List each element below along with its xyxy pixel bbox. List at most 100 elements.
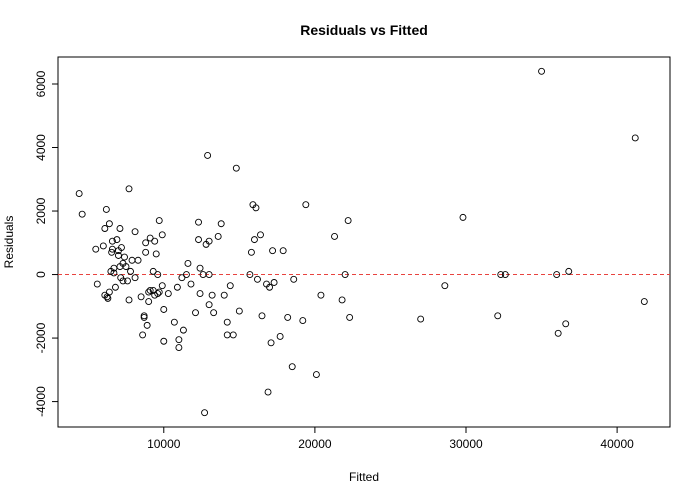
data-point: [113, 236, 121, 244]
data-point: [494, 312, 502, 320]
chart-title: Residuals vs Fitted: [300, 22, 428, 38]
data-point: [170, 318, 178, 326]
data-point: [102, 205, 110, 213]
plot-area-frame: [57, 56, 671, 428]
data-point: [118, 244, 125, 252]
data-point: [105, 220, 113, 228]
x-tick-label: 10000: [147, 437, 181, 451]
data-point: [155, 217, 163, 225]
data-point: [110, 269, 118, 277]
data-point: [111, 283, 119, 291]
y-tick-label: 6000: [34, 70, 48, 97]
data-point: [192, 309, 199, 317]
data-point: [565, 267, 573, 275]
data-point: [232, 164, 240, 172]
data-point: [116, 225, 124, 232]
data-point: [178, 274, 186, 282]
data-point: [195, 218, 202, 226]
data-point: [158, 282, 166, 290]
data-point: [154, 290, 162, 298]
data-point: [108, 248, 116, 256]
data-point: [341, 271, 349, 279]
data-point: [131, 274, 139, 282]
y-tick-label: 4000: [34, 134, 48, 161]
data-point: [127, 267, 134, 275]
y-axis-label: Residuals: [2, 216, 16, 269]
data-point: [223, 331, 231, 339]
data-point: [554, 329, 562, 337]
data-point: [205, 237, 213, 245]
data-point: [210, 309, 218, 317]
data-point: [78, 210, 86, 218]
data-point: [152, 250, 160, 258]
data-point: [226, 282, 234, 290]
x-tick-label: 20000: [298, 437, 332, 451]
data-point: [205, 271, 213, 279]
data-point: [640, 298, 648, 305]
data-point: [553, 271, 561, 279]
data-point: [250, 236, 258, 244]
data-point: [195, 236, 202, 244]
data-point: [223, 318, 231, 326]
data-point: [302, 201, 310, 209]
data-point: [151, 237, 159, 245]
data-point: [146, 286, 154, 294]
data-point: [257, 231, 264, 239]
y-tick-label: 2000: [34, 197, 48, 224]
y-axis: -4000 -2000 0 2000 4000 6000: [34, 70, 58, 417]
data-point: [75, 190, 83, 198]
data-point: [312, 371, 320, 379]
y-tick-label: -2000: [34, 322, 48, 353]
data-point: [128, 256, 136, 264]
data-point: [267, 339, 275, 347]
data-point: [164, 290, 172, 298]
data-point: [137, 293, 145, 301]
data-point: [235, 307, 243, 315]
data-point: [125, 185, 133, 193]
data-point: [125, 296, 133, 304]
data-point: [220, 291, 228, 299]
data-point: [155, 288, 163, 296]
data-point: [205, 301, 213, 309]
y-tick-label: 0: [34, 271, 48, 278]
data-point: [497, 271, 505, 279]
data-point: [146, 234, 154, 242]
data-point: [184, 259, 192, 267]
data-point: [92, 245, 100, 253]
data-point: [204, 152, 212, 159]
data-point: [93, 280, 101, 288]
data-point: [158, 231, 166, 239]
data-point: [122, 263, 130, 271]
data-point: [299, 317, 307, 325]
x-axis: 10000 20000 30000 40000: [147, 427, 634, 451]
data-point: [338, 296, 346, 304]
data-point: [101, 225, 109, 232]
data-points: [75, 67, 648, 417]
data-point: [182, 271, 190, 279]
data-point: [175, 344, 183, 352]
data-point: [173, 283, 181, 291]
data-point: [145, 298, 153, 305]
data-point: [217, 220, 225, 228]
data-point: [134, 256, 142, 264]
data-point: [562, 320, 570, 328]
data-point: [441, 282, 449, 290]
data-point: [247, 248, 255, 256]
data-point: [214, 232, 222, 240]
data-point: [276, 333, 284, 340]
data-point: [154, 271, 162, 279]
data-point: [201, 409, 209, 417]
data-point: [119, 277, 127, 285]
y-tick-label: -4000: [34, 386, 48, 417]
data-point: [258, 312, 266, 320]
data-point: [501, 271, 509, 279]
data-point: [346, 313, 354, 321]
data-point: [459, 213, 467, 221]
data-point: [279, 247, 287, 255]
data-point: [121, 253, 128, 261]
x-axis-label: Fitted: [349, 470, 379, 484]
data-point: [344, 217, 352, 225]
data-point: [124, 277, 131, 285]
data-point: [266, 283, 274, 291]
